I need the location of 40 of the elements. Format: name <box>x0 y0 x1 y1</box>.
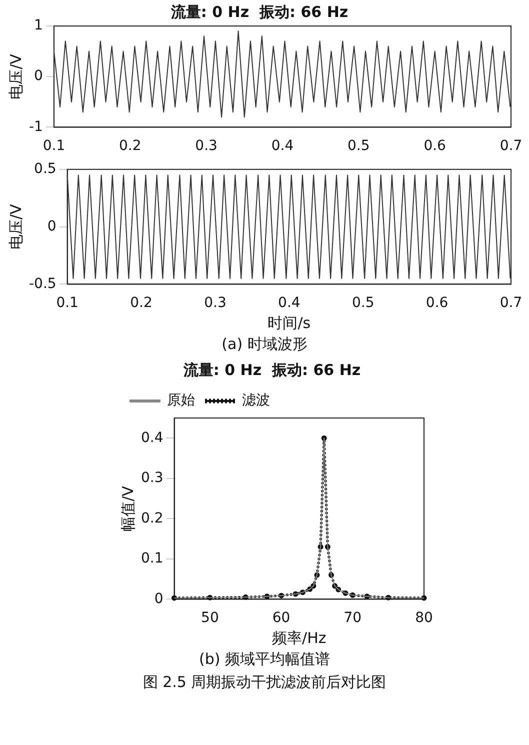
chart-title: 流量: 0 Hz 振动: 66 Hz <box>182 360 361 379</box>
y-tick-label: 0.1 <box>141 550 164 567</box>
y-axis-title: 幅值/V <box>118 485 137 532</box>
y-tick-label: 0.4 <box>141 430 164 446</box>
text: (b) 频域平均幅值谱 <box>198 650 331 669</box>
legend-label: 滤波 <box>242 392 270 409</box>
y-tick-label: 0 <box>34 68 43 84</box>
x-tick-label: 0.3 <box>195 138 218 154</box>
x-axis-title: 频率/Hz <box>272 628 326 647</box>
x-tick-label: 0.5 <box>348 138 370 154</box>
y-tick-label: -0.5 <box>28 276 56 292</box>
x-tick-label: 60 <box>272 610 290 626</box>
y-tick-label: 0.2 <box>141 510 164 526</box>
x-tick-label: 0.6 <box>426 295 448 312</box>
x-tick-label: 0.7 <box>500 295 522 312</box>
y-tick-label: 0 <box>47 218 56 234</box>
y-tick-label: 1 <box>34 18 43 34</box>
x-tick-label: 50 <box>201 610 219 626</box>
x-axis-title: 时间/s <box>268 314 311 332</box>
x-tick-label: 0.2 <box>130 295 152 312</box>
text: (a) 时域波形 <box>220 335 308 354</box>
x-tick-label: 0.2 <box>119 138 142 154</box>
x-tick-label: 70 <box>344 610 362 626</box>
legend-label: 原始 <box>167 392 195 409</box>
y-tick-label: -1 <box>28 118 43 135</box>
chart-title: 流量: 0 Hz 振动: 66 Hz <box>170 2 348 21</box>
x-tick-label: 0.4 <box>278 295 300 312</box>
x-tick-label: 0.4 <box>271 138 294 154</box>
x-tick-label: 80 <box>415 610 433 626</box>
caption: 图 2.5 周期振动干扰滤波前后对比图 <box>142 673 388 692</box>
y-tick-label: 0.3 <box>141 470 164 486</box>
x-tick-label: 0.6 <box>424 138 446 154</box>
x-tick-label: 0.7 <box>500 138 522 154</box>
x-tick-label: 0.1 <box>56 295 78 312</box>
y-axis-title: 电压/V <box>6 203 25 250</box>
y-axis-title: 电压/V <box>6 53 25 100</box>
x-tick-label: 0.3 <box>204 295 226 312</box>
y-tick-label: 0.5 <box>34 161 56 178</box>
x-tick-label: 0.5 <box>352 295 374 312</box>
y-tick-label: 0 <box>154 590 164 607</box>
